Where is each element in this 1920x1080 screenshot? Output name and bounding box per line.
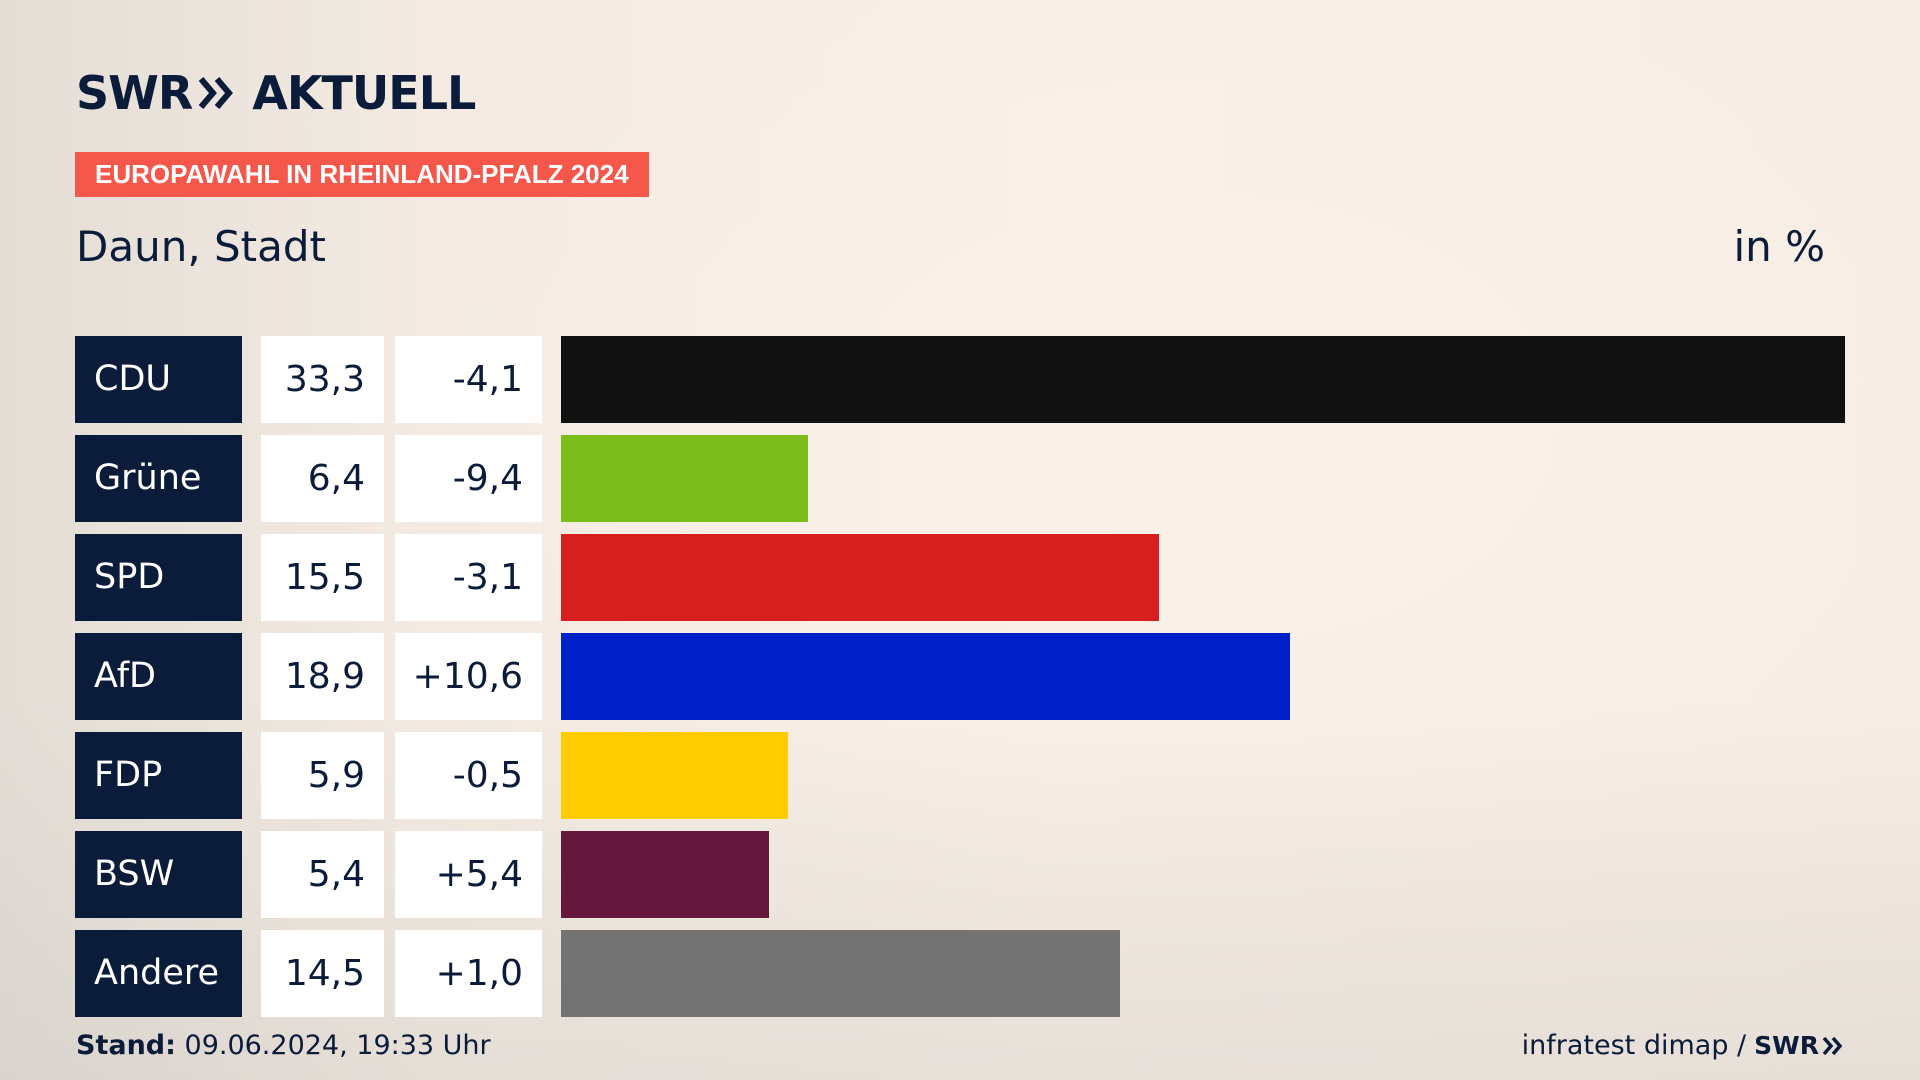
bar (561, 633, 1290, 720)
change-label: +5,4 (395, 831, 542, 918)
bar (561, 930, 1120, 1017)
party-label: FDP (75, 732, 242, 819)
vote-share-label: 6,4 (261, 435, 384, 522)
result-row: Andere 14,5 +1,0 (75, 930, 1845, 1017)
result-row: SPD 15,5 -3,1 (75, 534, 1845, 621)
bar (561, 336, 1845, 423)
brand-swr: SWR (76, 66, 193, 120)
party-label: SPD (75, 534, 242, 621)
party-label: BSW (75, 831, 242, 918)
bar (561, 831, 769, 918)
vote-share-label: 14,5 (261, 930, 384, 1017)
party-label: Andere (75, 930, 242, 1017)
bar (561, 534, 1159, 621)
swr-aktuell-logo: SWR AKTUELL (76, 66, 476, 120)
result-row: AfD 18,9 +10,6 (75, 633, 1845, 720)
stand-label: Stand: (76, 1030, 176, 1061)
change-label: -0,5 (395, 732, 542, 819)
change-label: +10,6 (395, 633, 542, 720)
result-row: BSW 5,4 +5,4 (75, 831, 1845, 918)
election-badge: EUROPAWAHL IN RHEINLAND-PFALZ 2024 (75, 152, 649, 197)
source-brand-text: SWR (1754, 1031, 1819, 1060)
source-credit: infratest dimap / SWR (1522, 1030, 1844, 1061)
change-label: +1,0 (395, 930, 542, 1017)
place-title: Daun, Stadt (76, 222, 327, 271)
double-chevron-icon (198, 76, 236, 110)
source-chevron-icon (1822, 1036, 1843, 1055)
bar (561, 435, 808, 522)
vote-share-label: 18,9 (261, 633, 384, 720)
party-label: AfD (75, 633, 242, 720)
source-brand: SWR (1754, 1031, 1844, 1060)
change-label: -4,1 (395, 336, 542, 423)
source-text: infratest dimap / (1521, 1030, 1747, 1061)
stand-value: 09.06.2024, 19:33 Uhr (184, 1030, 491, 1061)
brand-aktuell: AKTUELL (252, 66, 476, 120)
result-row: FDP 5,9 -0,5 (75, 732, 1845, 819)
vote-share-label: 5,9 (261, 732, 384, 819)
result-row: CDU 33,3 -4,1 (75, 336, 1845, 423)
change-label: -9,4 (395, 435, 542, 522)
vote-share-label: 33,3 (261, 336, 384, 423)
change-label: -3,1 (395, 534, 542, 621)
party-label: CDU (75, 336, 242, 423)
vote-share-label: 15,5 (261, 534, 384, 621)
bar (561, 732, 788, 819)
result-row: Grüne 6,4 -9,4 (75, 435, 1845, 522)
timestamp: Stand: 09.06.2024, 19:33 Uhr (76, 1030, 491, 1061)
unit-label: in % (1733, 222, 1825, 271)
vote-share-label: 5,4 (261, 831, 384, 918)
party-label: Grüne (75, 435, 242, 522)
